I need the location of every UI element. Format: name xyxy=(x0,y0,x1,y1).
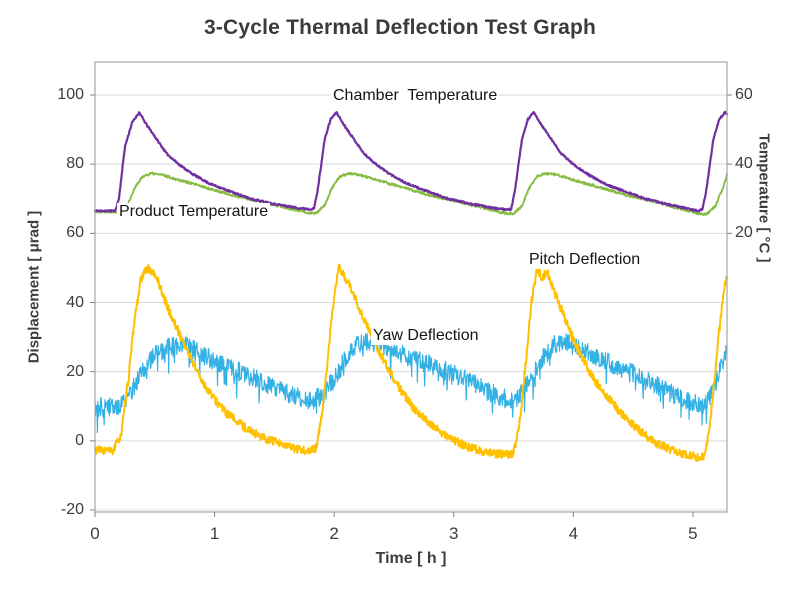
series-product-temperature xyxy=(94,171,728,217)
x-tick-label-3: 3 xyxy=(449,524,459,543)
x-axis-label-time: Time [ h ] xyxy=(375,550,447,567)
x-tick-label-2: 2 xyxy=(329,524,339,543)
y-right-tick-label-20: 20 xyxy=(735,224,753,242)
y-left-tick-label--20: -20 xyxy=(60,501,84,518)
series-pitch-deflection xyxy=(94,263,728,463)
y-right-tick-label-60: 60 xyxy=(735,86,753,103)
x-tick-label-1: 1 xyxy=(209,524,220,543)
series-chamber-temperature xyxy=(93,110,729,213)
series-yaw-deflection xyxy=(94,333,728,434)
y-left-tick-label-0: 0 xyxy=(75,431,84,449)
annotation-product-temperature: Product Temperature xyxy=(117,203,271,222)
x-tick-label-5: 5 xyxy=(688,524,698,543)
y-left-tick-label-80: 80 xyxy=(66,155,84,173)
y-right-tick-label-40: 40 xyxy=(735,155,753,173)
y-left-tick-label-20: 20 xyxy=(66,362,84,380)
y-left-tick-label-60: 60 xyxy=(66,224,84,242)
y-left-tick-label-40: 40 xyxy=(66,293,84,311)
annotation-chamber-temperature: Chamber Temperature xyxy=(331,87,500,106)
y-left-tick-label-100: 100 xyxy=(57,86,84,103)
annotation-pitch-deflection: Pitch Deflection xyxy=(527,251,643,270)
y-axis-label-displacement: Displacement [ μrad ] xyxy=(25,210,43,364)
chart-title: 3-Cycle Thermal Deflection Test Graph xyxy=(203,16,597,39)
plot-border xyxy=(94,61,728,513)
x-tick-label-0: 0 xyxy=(90,524,100,543)
annotation-yaw-deflection: Yaw Deflection xyxy=(371,327,481,346)
y-axis-label-temperature: Temperature [ °C ] xyxy=(755,133,773,263)
x-tick-label-4: 4 xyxy=(568,524,579,543)
